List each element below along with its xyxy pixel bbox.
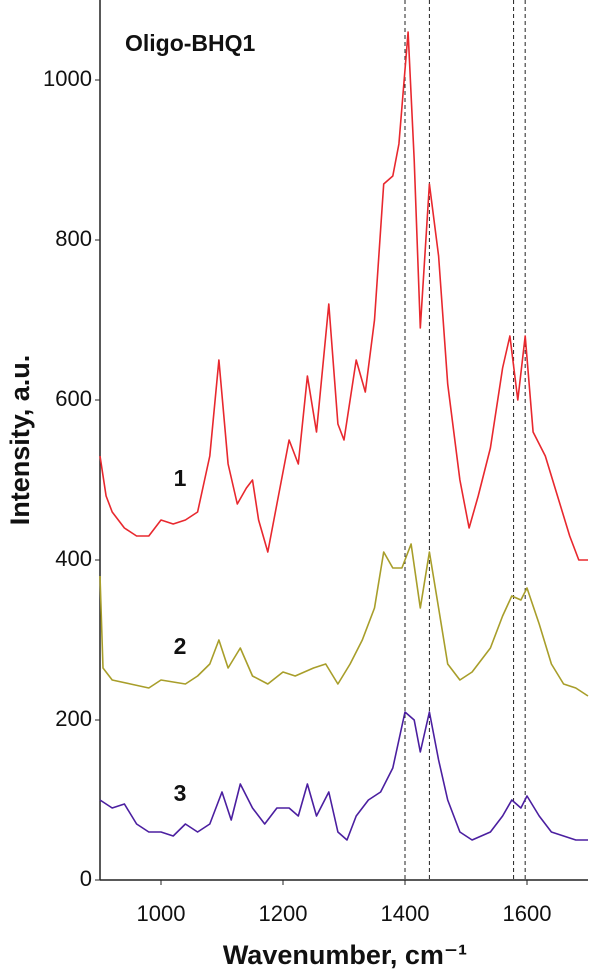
series-label: 3 (174, 780, 187, 806)
x-tick-label: 1200 (259, 901, 308, 926)
chart-title: Oligo-BHQ1 (125, 30, 256, 56)
spectrum-line (99, 711, 588, 841)
series-label: 2 (174, 633, 187, 659)
spectrum-line (99, 543, 589, 697)
x-tick-label: 1400 (381, 901, 430, 926)
y-tick-label: 400 (55, 546, 92, 571)
x-tick-label: 1000 (137, 901, 186, 926)
y-tick-label: 800 (55, 226, 92, 251)
y-axis-label: Intensity, a.u. (5, 355, 35, 526)
series-label: 1 (174, 465, 187, 491)
y-tick-label: 1000 (43, 66, 92, 91)
x-tick-label: 1600 (503, 901, 552, 926)
x-axis-label: Wavenumber, cm⁻¹ (223, 940, 467, 970)
y-tick-label: 600 (55, 386, 92, 411)
y-tick-label: 200 (55, 706, 92, 731)
spectrum-line (99, 31, 588, 561)
y-tick-label: 0 (80, 866, 92, 891)
